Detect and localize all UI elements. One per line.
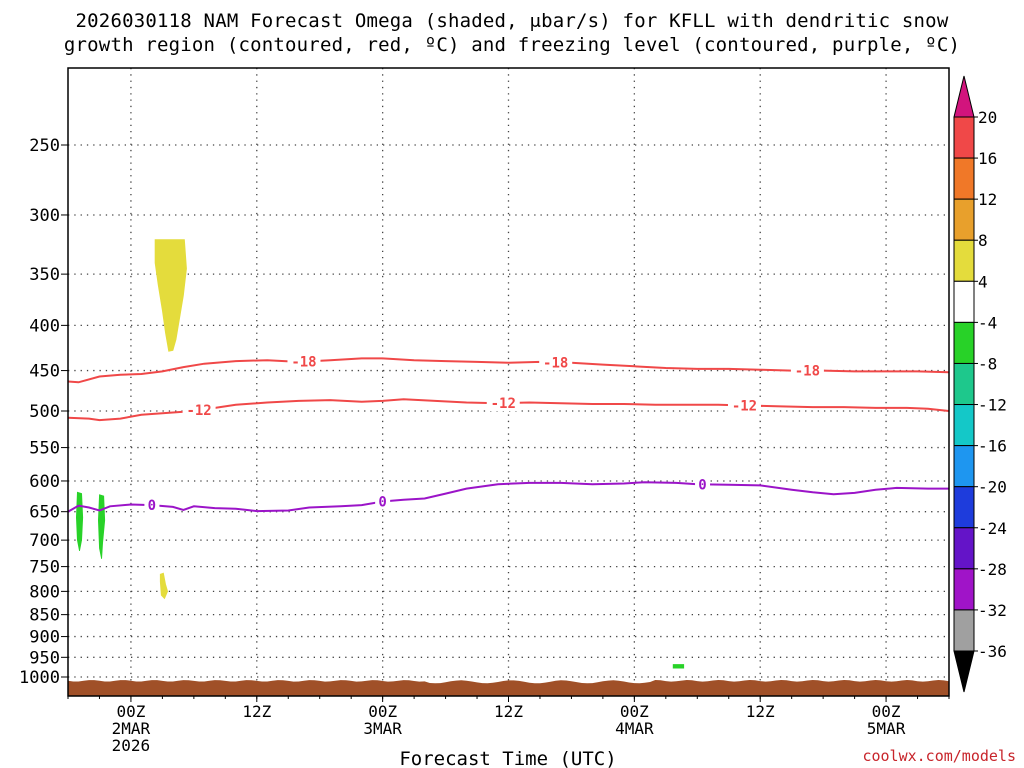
colorbar-swatch-5: [953, 321, 975, 364]
x-tick-label: 00Z: [368, 702, 397, 721]
y-tick-label: 600: [29, 472, 60, 492]
colorbar-swatch-8: [953, 445, 975, 488]
y-tick-label: 550: [29, 439, 60, 459]
x-tick-label: 12Z: [494, 702, 523, 721]
colorbar-label: 4: [978, 272, 988, 291]
contour-label-bg: [486, 395, 520, 412]
contour-label-bg: [182, 402, 216, 419]
x-tick-label: 00Z: [116, 702, 145, 721]
colorbar-label: 16: [978, 149, 997, 168]
x-tick-label: 4MAR: [615, 719, 654, 738]
colorbar-swatch-6: [953, 362, 975, 406]
y-tick-label: 650: [29, 503, 60, 523]
contour-label-bg: [287, 353, 321, 370]
y-tick-label: 350: [29, 265, 60, 285]
y-tick-label: 300: [29, 206, 60, 226]
colorbar-swatch-11: [953, 568, 975, 611]
colorbar-swatch-3: [953, 239, 975, 282]
y-tick-label: 1000: [19, 668, 60, 688]
ground-fill: [68, 680, 949, 696]
colorbar-label: -36: [978, 642, 1007, 661]
grid: [68, 68, 949, 696]
contour-label-bg: [539, 354, 573, 371]
contour-line-0: [68, 481, 949, 513]
y-tick-label: 250: [29, 136, 60, 156]
y-tick-label: 500: [29, 402, 60, 422]
colorbar-top-cap: [953, 75, 975, 118]
colorbar-label: 20: [978, 108, 997, 127]
omega-region-0: [154, 239, 187, 352]
contour-label-0: 0: [148, 498, 156, 514]
omega-region-4: [672, 664, 685, 669]
x-tick-label: 00Z: [872, 702, 901, 721]
y-axis: 2503003504004505005506006507007508008509…: [19, 136, 68, 688]
colorbar-label: -8: [978, 354, 997, 373]
colorbar-swatch-9: [953, 486, 975, 529]
colorbar-label: -32: [978, 601, 1007, 620]
omega-region-1: [159, 572, 169, 600]
credit-text: coolwx.com/models: [862, 747, 1016, 765]
omega-shading: [75, 239, 685, 669]
contour-label--18: -18: [291, 355, 316, 371]
contour-label--18: -18: [795, 364, 820, 380]
x-tick-label: 12Z: [242, 702, 271, 721]
colorbar-label: -24: [978, 519, 1007, 538]
contour-label-bg: [727, 397, 761, 414]
ground-layer: [68, 680, 949, 696]
contour-label-bg: [790, 362, 824, 379]
contour-label--12: -12: [186, 403, 211, 419]
colorbar-swatch-12: [953, 609, 975, 652]
colorbar-label: -16: [978, 437, 1007, 456]
x-tick-label: 12Z: [746, 702, 775, 721]
colorbar-label: -20: [978, 478, 1007, 497]
x-axis-label: Forecast Time (UTC): [399, 748, 616, 768]
y-tick-label: 850: [29, 606, 60, 626]
colorbar-label: -12: [978, 396, 1007, 415]
y-tick-label: 800: [29, 582, 60, 602]
contour-label-bg: [375, 493, 391, 510]
contour-label--12: -12: [732, 398, 757, 414]
y-tick-label: 750: [29, 558, 60, 578]
colorbar: 20 16 12 8 4 -4 -8 -12 -16 -20 -24 -28 -32 -36: [953, 75, 1007, 693]
colorbar-swatch-7: [953, 404, 975, 447]
colorbar-swatch-4: [953, 280, 975, 323]
colorbar-swatch-2: [953, 198, 975, 241]
colorbar-label: 12: [978, 190, 997, 209]
x-tick-label: 3MAR: [363, 719, 402, 738]
y-tick-label: 900: [29, 628, 60, 648]
y-tick-label: 700: [29, 531, 60, 551]
plot-frame: [67, 67, 950, 697]
contour-line--18: [68, 357, 949, 384]
omega-region-3: [97, 494, 106, 559]
contour-label-0: 0: [378, 495, 386, 511]
x-tick-label: 2026: [112, 736, 151, 755]
colorbar-label: -4: [978, 313, 997, 332]
colorbar-label: 8: [978, 231, 988, 250]
colorbar-swatch-0: [953, 116, 975, 159]
omega-region-2: [75, 491, 84, 551]
colorbar-swatch-1: [953, 157, 975, 200]
contour-label-bg: [695, 476, 711, 493]
colorbar-bottom-cap: [953, 650, 975, 693]
contour-label-bg: [144, 497, 160, 514]
contour-line--12: [68, 398, 949, 422]
contour-label--18: -18: [543, 355, 568, 371]
y-tick-label: 450: [29, 362, 60, 382]
y-tick-label: 950: [29, 648, 60, 668]
colorbar-swatch-10: [953, 527, 975, 570]
x-tick-label: 00Z: [620, 702, 649, 721]
chart-title-line1: 2026030118 NAM Forecast Omega (shaded, μ…: [75, 10, 949, 32]
x-tick-label: 2MAR: [112, 719, 151, 738]
y-tick-label: 400: [29, 316, 60, 336]
contour-label--12: -12: [491, 396, 516, 412]
contour-lines: -18 -18 -18 -12 -12 -12 0 0 0: [68, 353, 949, 514]
x-tick-label: 5MAR: [867, 719, 906, 738]
chart-title-line2: growth region (contoured, red, ºC) and f…: [63, 34, 961, 56]
colorbar-label: -28: [978, 560, 1007, 579]
contour-label-0: 0: [698, 477, 706, 493]
